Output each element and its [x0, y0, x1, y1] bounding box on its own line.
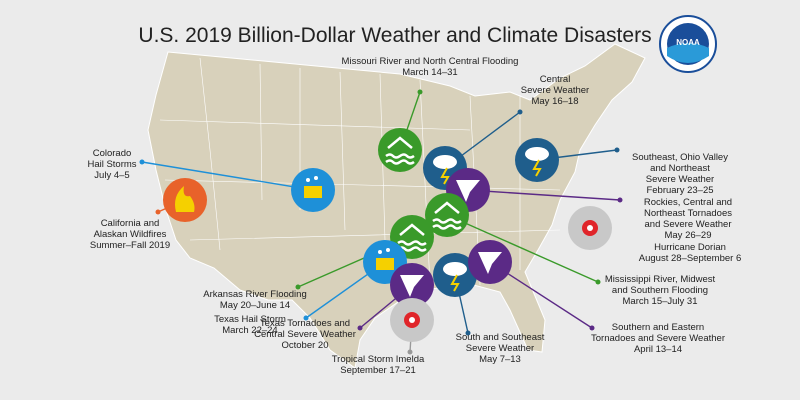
tornado-icon — [468, 240, 512, 284]
logo: NOAA — [659, 15, 717, 73]
label-line: Southeast, Ohio Valley — [632, 152, 728, 163]
label-line: South and Southeast — [456, 332, 545, 343]
label-line: Southern and Eastern — [612, 322, 704, 333]
event-label: California and Alaskan Wildfires Summer–Fa… — [90, 218, 170, 251]
label-line: March 15–July 31 — [623, 296, 698, 307]
event-label: Arkansas River Flooding May 20–June 14 — [203, 289, 307, 311]
label-line: Central Severe Weather — [254, 329, 356, 340]
hail-icon — [291, 168, 335, 212]
event-label: Texas Tornadoes and Central Severe Weathe… — [254, 318, 356, 351]
label-line: March 14–31 — [402, 67, 457, 78]
event-label: Southeast, Ohio Valley and Northeast Sever… — [632, 152, 728, 196]
label-line: October 20 — [282, 340, 329, 351]
event-label: South and Southeast Severe Weather May 7–1… — [456, 332, 545, 365]
label-line: California and — [101, 218, 160, 229]
label-line: Tornadoes and Severe Weather — [591, 333, 725, 344]
label-line: Hail Storms — [87, 159, 136, 170]
label-line: Tropical Storm Imelda — [332, 354, 425, 365]
label-line: May 7–13 — [479, 354, 521, 365]
event-icons — [163, 128, 612, 342]
flood-icon — [425, 193, 469, 237]
hurricane-icon — [568, 206, 612, 250]
label-line: May 26–29 — [664, 230, 711, 241]
label-line: May 16–18 — [531, 96, 578, 107]
label-line: Mississippi River, Midwest — [605, 274, 716, 285]
label-line: Summer–Fall 2019 — [90, 240, 170, 251]
label-line: September 17–21 — [340, 365, 416, 376]
severe-icon — [515, 138, 559, 182]
event-label: Rockies, Central and Northeast Tornadoes a… — [644, 197, 732, 241]
label-line: Central — [540, 74, 571, 85]
event-label: Texas Hail Storm March 22–24 — [214, 314, 286, 336]
wildfire-icon — [163, 178, 207, 222]
label-line: Severe Weather — [466, 343, 534, 354]
label-line: Colorado — [93, 148, 132, 159]
us-map — [147, 43, 646, 369]
label-line: Severe Weather — [646, 174, 714, 185]
label-line: and Southern Flooding — [612, 285, 708, 296]
label-line: Hurricane Dorian — [654, 242, 726, 253]
event-label: Southern and Eastern Tornadoes and Severe… — [591, 322, 725, 355]
logo-text: NOAA — [676, 38, 700, 47]
event-label: Colorado Hail Storms July 4–5 — [87, 148, 136, 181]
label-line: and Northeast — [650, 163, 710, 174]
label-line: Missouri River and North Central Floodin… — [342, 56, 519, 67]
event-label: Hurricane Dorian August 28–September 6 — [639, 242, 741, 264]
event-label: Central Severe Weather May 16–18 — [521, 74, 589, 107]
event-label: Mississippi River, Midwest and Southern F… — [605, 274, 716, 307]
label-line: August 28–September 6 — [639, 253, 741, 264]
event-labels: Missouri River and North Central Floodin… — [87, 56, 741, 376]
label-line: Alaskan Wildfires — [94, 229, 167, 240]
label-line: and Severe Weather — [645, 219, 732, 230]
label-line: April 13–14 — [634, 344, 682, 355]
flood-icon — [378, 128, 422, 172]
label-line: May 20–June 14 — [220, 300, 290, 311]
tornado-icon — [390, 263, 434, 307]
event-label: Tropical Storm Imelda September 17–21 — [332, 354, 425, 376]
label-line: Arkansas River Flooding — [203, 289, 307, 300]
label-line: Texas Hail Storm — [214, 314, 286, 325]
event-label: Missouri River and North Central Floodin… — [342, 56, 519, 78]
label-line: March 22–24 — [222, 325, 277, 336]
label-line: Severe Weather — [521, 85, 589, 96]
label-line: Northeast Tornadoes — [644, 208, 732, 219]
label-line: Texas Tornadoes and — [260, 318, 350, 329]
label-line: July 4–5 — [94, 170, 129, 181]
label-line: February 23–25 — [646, 185, 713, 196]
title: U.S. 2019 Billion-Dollar Weather and Cli… — [138, 24, 651, 47]
label-line: Rockies, Central and — [644, 197, 732, 208]
hurricane-icon — [390, 298, 434, 342]
severe-icon — [433, 253, 477, 297]
